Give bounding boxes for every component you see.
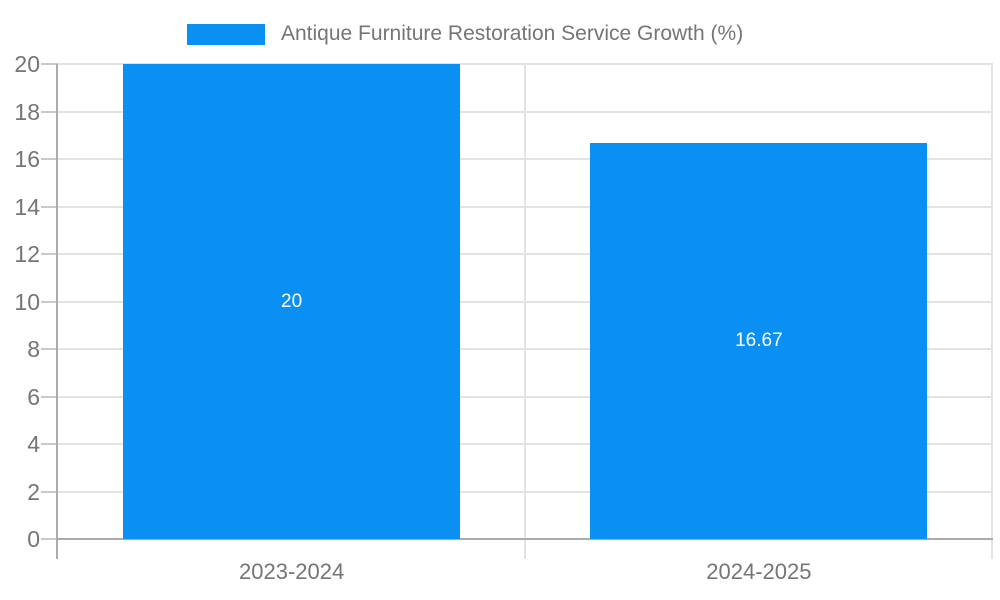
bar	[590, 143, 928, 539]
y-tick-label: 0	[27, 526, 40, 552]
bar-value-label: 20	[281, 290, 303, 312]
y-tick-label: 2	[27, 478, 40, 505]
y-tick-label: 12	[14, 241, 40, 267]
gridline-vertical	[991, 64, 993, 559]
x-axis-line	[56, 538, 993, 540]
grid-tick-mark	[41, 348, 58, 350]
bar	[123, 64, 461, 539]
grid-tick-mark	[41, 253, 58, 255]
x-category-label: 2023-2024	[239, 559, 345, 584]
y-tick-label: 4	[27, 431, 40, 457]
y-axis-line	[56, 64, 58, 559]
grid-tick-mark	[41, 110, 58, 113]
legend-label: Antique Furniture Restoration Service Gr…	[281, 22, 744, 45]
y-tick-label: 18	[14, 98, 40, 125]
grid-tick-mark	[41, 63, 58, 65]
grid-tick-mark	[41, 443, 58, 445]
legend-swatch	[187, 23, 265, 45]
grid-tick-mark	[41, 490, 58, 493]
bar-value-label: 16.67	[735, 330, 783, 352]
y-tick-label: 16	[14, 146, 40, 172]
chart-legend: Antique Furniture Restoration Service Gr…	[187, 22, 743, 46]
y-tick-label: 8	[27, 336, 40, 362]
y-tick-label: 10	[14, 288, 40, 315]
y-tick-label: 6	[27, 383, 40, 410]
grid-tick-mark	[41, 205, 58, 208]
y-tick-label: 14	[14, 193, 40, 220]
grid-tick-mark	[41, 158, 58, 160]
y-tick-label: 20	[14, 51, 40, 77]
gridline-vertical	[523, 64, 526, 559]
x-category-label: 2024-2025	[706, 559, 812, 584]
grid-tick-mark	[41, 395, 58, 398]
grid-tick-mark	[41, 538, 58, 540]
grid-tick-mark	[41, 300, 58, 303]
